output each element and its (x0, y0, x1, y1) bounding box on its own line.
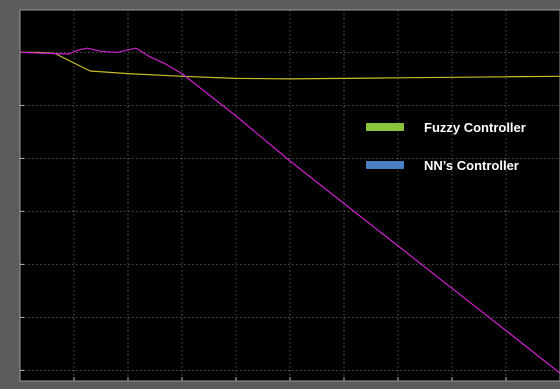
legend-swatch-fuzzy (366, 123, 404, 131)
legend-label-nn: NN’s Controller (424, 157, 519, 173)
series-line-0 (20, 51, 560, 80)
plot-frame (19, 9, 560, 382)
series-line-1 (19, 47, 560, 374)
legend-item-nn: NN’s Controller (366, 152, 546, 178)
legend-swatch-nn (366, 161, 404, 169)
legend-label-fuzzy: Fuzzy Controller (424, 119, 526, 135)
legend-item-fuzzy: Fuzzy Controller (366, 114, 546, 140)
legend: Fuzzy Controller NN’s Controller (366, 114, 546, 190)
